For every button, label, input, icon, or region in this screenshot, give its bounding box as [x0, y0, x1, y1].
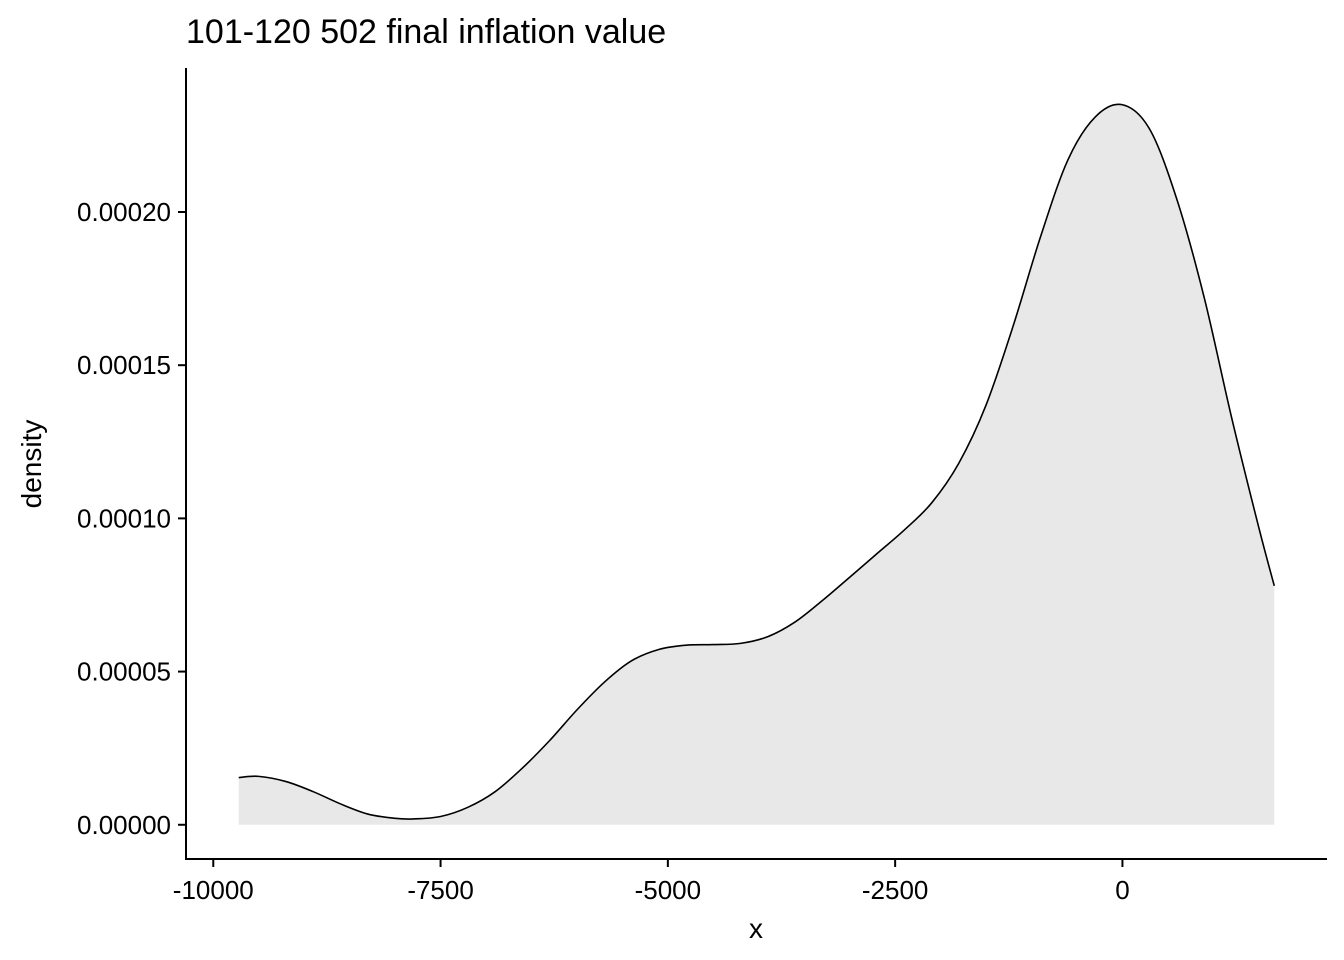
y-tick-label: 0.00000 [77, 810, 171, 840]
x-axis-ticks: -10000 -7500 -5000 -2500 0 [173, 859, 1130, 905]
x-tick-label: -7500 [407, 875, 474, 905]
x-tick-label: -5000 [635, 875, 702, 905]
y-axis-ticks: 0.00000 0.00005 0.00010 0.00015 0.00020 [77, 197, 186, 840]
y-tick-label: 0.00020 [77, 197, 171, 227]
y-tick-label: 0.00015 [77, 350, 171, 380]
density-curve-0 [238, 103, 1276, 820]
x-tick-label: -2500 [862, 875, 929, 905]
y-axis-title: density [16, 420, 47, 509]
y-tick-label: 0.00005 [77, 657, 171, 687]
x-tick-label: 0 [1115, 875, 1129, 905]
plot-area [238, 103, 1276, 825]
chart-title: 101-120 502 final inflation value [186, 13, 666, 51]
x-tick-label: -10000 [173, 875, 254, 905]
density-area-0 [238, 104, 1275, 825]
x-axis-title: x [749, 913, 763, 944]
y-tick-label: 0.00010 [77, 503, 171, 533]
